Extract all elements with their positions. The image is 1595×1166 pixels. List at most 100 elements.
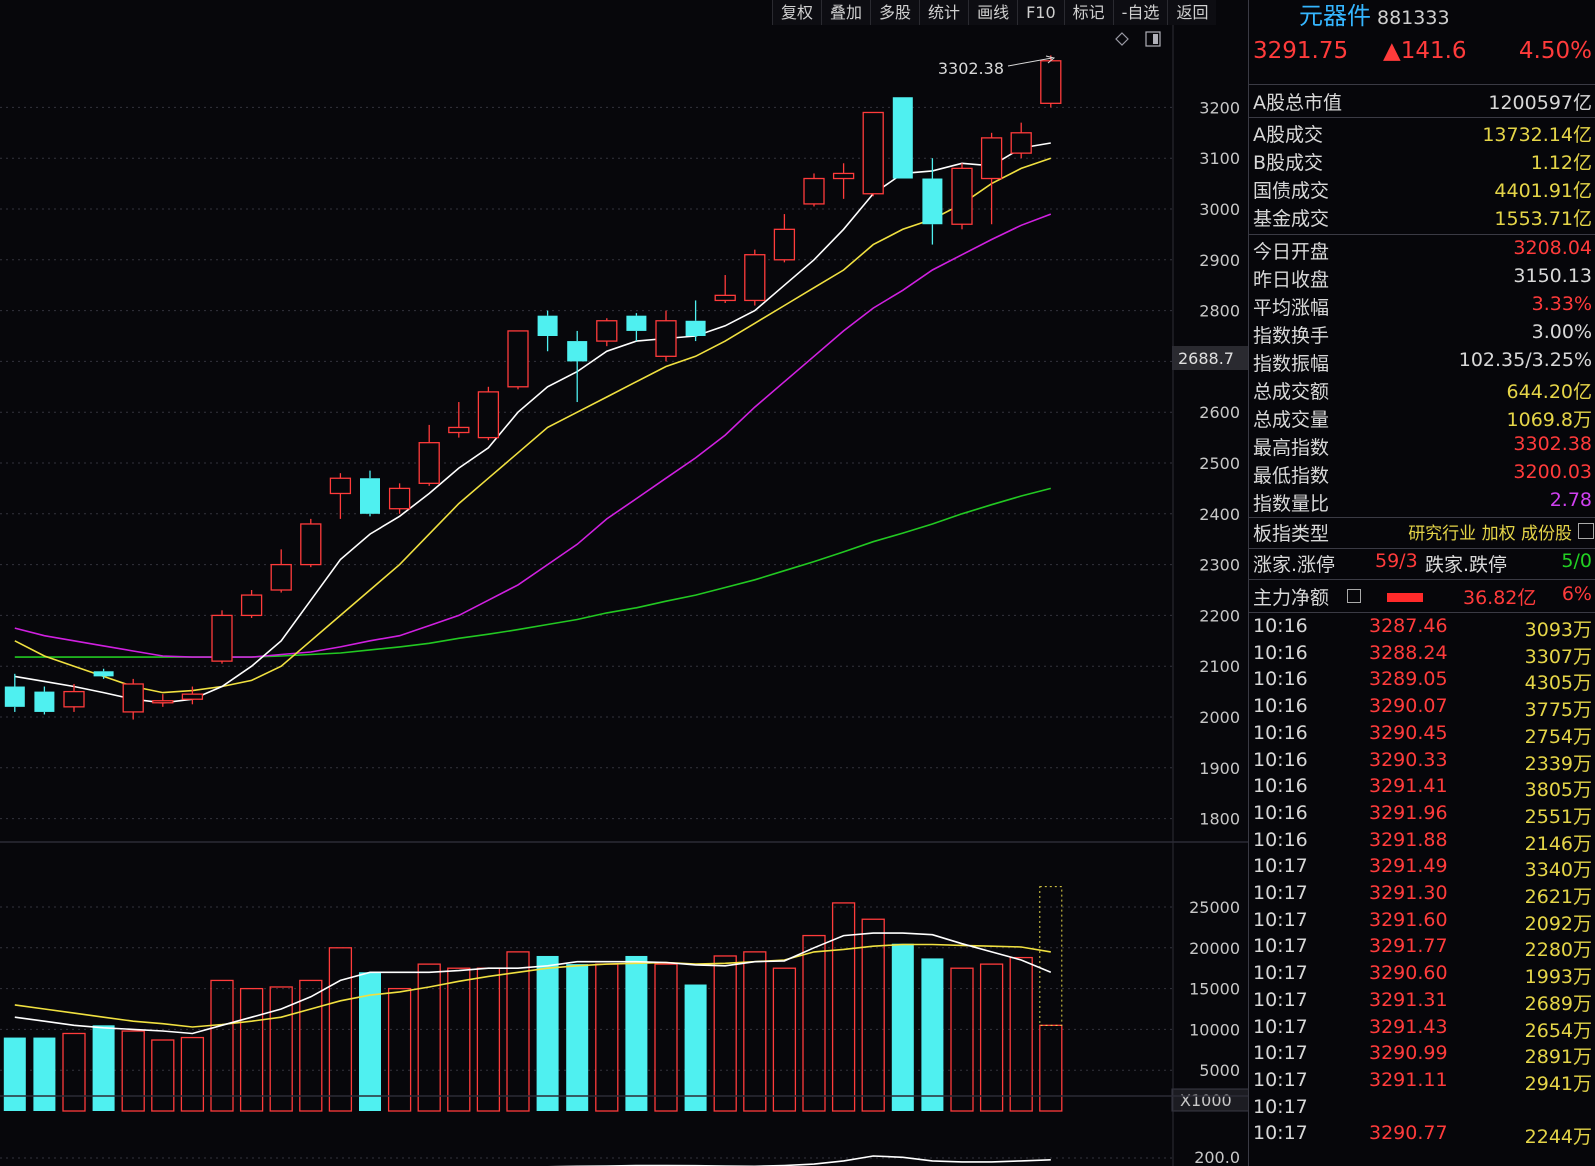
volume-bar: [950, 967, 974, 1112]
candle-body: [596, 320, 618, 342]
tick-row: 10:16 3291.96 2551万: [1249, 802, 1595, 828]
volume-bar: [625, 955, 648, 1111]
tick-volume: 2689万: [1524, 992, 1592, 1015]
stat-row: 国债成交 4401.91亿: [1249, 176, 1595, 204]
stat-value: 3302.38: [1513, 433, 1592, 455]
candle-body: [744, 254, 766, 302]
stat-label: A股成交: [1253, 124, 1323, 146]
max-price-label: 3302.38: [938, 59, 1004, 78]
index-type-row: 板指类型 研究行业 加权 成份股: [1249, 519, 1595, 547]
table-icon[interactable]: [1578, 523, 1594, 539]
price-change-pct: 4.50%: [1518, 38, 1592, 64]
candle: [714, 275, 736, 303]
stat-label: 最低指数: [1253, 465, 1330, 487]
candle: [537, 310, 558, 352]
tick-price: 3291.77: [1369, 935, 1448, 958]
candle-body: [862, 111, 884, 195]
volume-bar: [476, 967, 501, 1112]
volume-bar: [891, 943, 914, 1111]
stat-row: 指数换手 3.00%: [1249, 321, 1595, 349]
stat-row: B股成交 1.12亿: [1249, 148, 1595, 176]
candle: [1040, 55, 1062, 108]
price-grid: [0, 106, 1175, 820]
candle-body: [714, 294, 736, 302]
tick-price: 3291.41: [1369, 775, 1448, 798]
candle: [477, 386, 500, 441]
kline-chart[interactable]: 1800 1900 2000 2100 2200 2300 2400 2500 2600 2800…: [0, 0, 1250, 1166]
candle: [596, 318, 618, 347]
toolbar-button-4[interactable]: 画线: [968, 0, 1018, 25]
arrow-head: [1045, 55, 1056, 64]
volume-bar: [387, 987, 412, 1112]
ma10-line: [14, 157, 1052, 694]
tick-price: 3291.11: [1369, 1068, 1448, 1091]
candle-body: [477, 391, 500, 439]
volume-tick-label: 25000: [1189, 898, 1240, 917]
price-tick-label: 2200: [1199, 606, 1240, 625]
toolbar-button-2[interactable]: 多股: [870, 0, 920, 25]
volume-bar: [772, 967, 797, 1112]
tick-time: 10:16: [1253, 775, 1308, 798]
tick-row: 10:17 3291.11 2941万: [1249, 1069, 1595, 1095]
stat-label: 今日开盘: [1253, 241, 1330, 263]
price-tick-label: 2800: [1199, 302, 1240, 321]
tick-price: 3290.07: [1369, 695, 1448, 718]
tick-volume: 3805万: [1524, 779, 1592, 802]
candle-body: [418, 442, 440, 484]
candle: [448, 402, 470, 438]
tick-price: 3290.33: [1369, 748, 1448, 771]
price-tick-label: 3100: [1199, 149, 1240, 168]
tick-row: 10:16 3289.05 4305万: [1249, 668, 1595, 694]
candle: [507, 330, 529, 390]
toolbar-button-7[interactable]: -自选: [1112, 0, 1168, 25]
toolbar-button-3[interactable]: 统计: [919, 0, 969, 25]
price-tick-label: 2000: [1199, 708, 1240, 727]
candle-body: [152, 700, 174, 704]
tick-price: 3290.77: [1369, 1122, 1448, 1145]
volume-bar: [566, 964, 589, 1111]
cursor-label-bg: [1172, 346, 1250, 370]
quote-panel: 元器件 881333 3291.75 ▲141.6 4.50% A股总市值 1200…: [1248, 0, 1595, 1166]
volume-bar: [239, 987, 264, 1112]
volume-tick-label: 5000: [1199, 1061, 1240, 1080]
candle: [4, 673, 25, 712]
tick-volume: 2891万: [1524, 1046, 1592, 1069]
tick-price: 3291.43: [1369, 1015, 1448, 1038]
indicator-tick-label: 200.0: [1194, 1148, 1240, 1166]
divider: [1249, 517, 1595, 518]
index-name: 元器件: [1299, 2, 1371, 30]
list-icon[interactable]: [1347, 589, 1361, 603]
tick-row: 10:16 3291.41 3805万: [1249, 775, 1595, 801]
toolbar-button-5[interactable]: F10: [1017, 0, 1064, 25]
main-flow-label: 主力净额: [1253, 587, 1330, 609]
volume-unit-label: X1000: [1180, 1091, 1232, 1110]
volume-bar: [1039, 1024, 1063, 1112]
toolbar-button-0[interactable]: 复权: [772, 0, 822, 25]
panel-toggle-icon: [1145, 31, 1161, 47]
candle: [567, 330, 588, 403]
divider: [1249, 84, 1595, 85]
candle: [152, 694, 174, 707]
main-flow-value: 36.82亿: [1463, 587, 1537, 609]
tick-time: 10:16: [1253, 695, 1308, 718]
tick-volume: 2754万: [1524, 725, 1592, 748]
candle: [744, 249, 766, 306]
toolbar-button-6[interactable]: 标记: [1063, 0, 1113, 25]
stat-row: A股总市值 1200597亿: [1249, 88, 1595, 116]
candle: [951, 163, 973, 230]
candle-body: [300, 523, 322, 566]
toolbar-button-1[interactable]: 叠加: [821, 0, 871, 25]
candle-body: [685, 320, 706, 336]
candle: [93, 668, 114, 679]
tick-time: 10:17: [1253, 1015, 1308, 1038]
index-type-value[interactable]: 研究行业 加权 成份股: [1408, 524, 1572, 544]
candle: [122, 678, 144, 720]
toolbar-button-8[interactable]: 返回: [1167, 0, 1217, 25]
candle: [655, 310, 677, 362]
candle: [388, 483, 411, 514]
volume-bar: [92, 1025, 115, 1111]
indicator-line: [547, 1155, 1051, 1166]
candle: [1010, 122, 1032, 159]
main-flow-row: 主力净额 36.82亿 6%: [1249, 583, 1595, 611]
index-code: 881333: [1377, 7, 1450, 29]
